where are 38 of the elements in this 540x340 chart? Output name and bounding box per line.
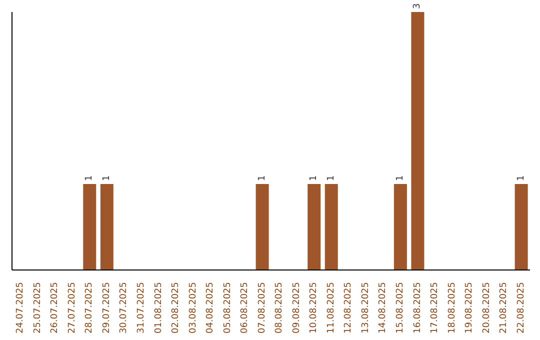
x-tick-label: 10.08.2025 <box>309 282 320 334</box>
x-tick-label: 21.08.2025 <box>499 282 510 334</box>
data-label: 1 <box>326 175 336 181</box>
x-tick-label: 02.08.2025 <box>171 282 182 334</box>
x-tick-label: 13.08.2025 <box>360 282 371 334</box>
data-label: 1 <box>257 175 268 181</box>
x-tick-label: 15.08.2025 <box>396 282 406 334</box>
x-tick-label: 12.08.2025 <box>344 282 354 334</box>
x-tick-label: 05.08.2025 <box>222 282 233 334</box>
x-tick-label: 08.08.2025 <box>274 282 285 334</box>
data-label: 1 <box>395 175 406 181</box>
x-tick-label: 27.07.2025 <box>67 282 78 334</box>
x-tick-label: 26.07.2025 <box>50 282 60 334</box>
x-tick-label: 03.08.2025 <box>188 282 198 334</box>
x-tick-label: 09.08.2025 <box>292 282 302 334</box>
x-tick-label: 16.08.2025 <box>412 282 423 334</box>
data-label: 1 <box>309 175 320 181</box>
x-tick-label: 18.08.2025 <box>447 282 458 334</box>
x-tick-label: 19.08.2025 <box>464 282 475 334</box>
data-label: 1 <box>84 175 95 181</box>
x-tick-label: 11.08.2025 <box>326 282 336 334</box>
x-tick-label: 24.07.2025 <box>16 282 26 334</box>
x-tick-label: 17.08.2025 <box>430 282 440 334</box>
x-tick-label: 31.07.2025 <box>136 282 146 334</box>
x-tick-label: 14.08.2025 <box>378 282 388 334</box>
x-tick-label: 28.07.2025 <box>84 282 95 334</box>
x-tick-label: 25.07.2025 <box>32 282 43 334</box>
x-tick-label: 06.08.2025 <box>240 282 250 334</box>
data-label: 1 <box>516 175 526 181</box>
data-label: 1 <box>102 175 112 181</box>
x-tick-label: 22.08.2025 <box>516 282 526 334</box>
x-tick-label: 07.08.2025 <box>257 282 268 334</box>
x-tick-label: 29.07.2025 <box>102 282 112 334</box>
x-tick-label: 20.08.2025 <box>482 282 492 334</box>
x-tick-label: 30.07.2025 <box>119 282 130 334</box>
x-tick-label: 04.08.2025 <box>206 282 216 334</box>
data-label: 3 <box>412 3 423 9</box>
x-tick-label: 01.08.2025 <box>154 282 164 334</box>
